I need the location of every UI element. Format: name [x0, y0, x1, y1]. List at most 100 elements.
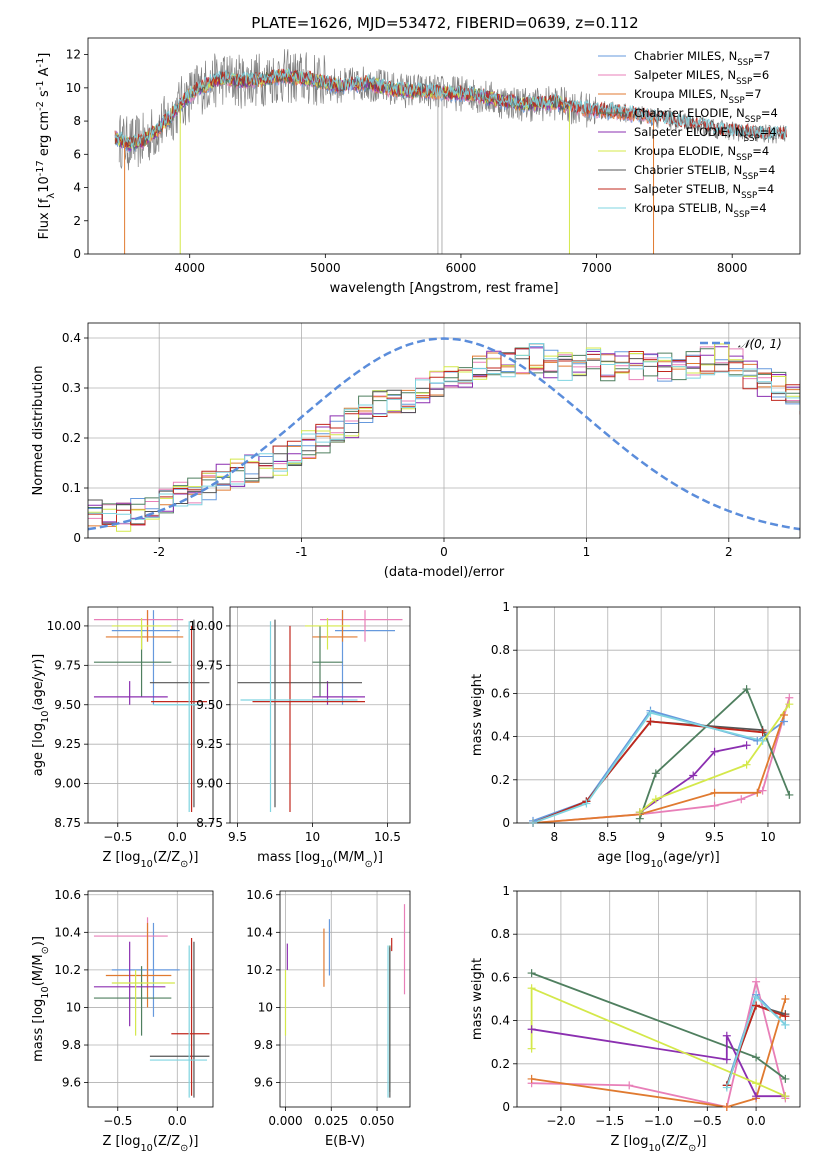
legend-label-sub: SSP [736, 77, 752, 87]
x-axis-label: (data-model)/error [384, 565, 505, 580]
legend-label: Kroupa ELODIE, NSSP=4 [634, 144, 769, 163]
y-tick-label: 9.8 [254, 1038, 273, 1052]
label-fragment: -17 [35, 160, 46, 176]
label-fragment: Z [log [103, 1134, 141, 1149]
legend-label: Kroupa MILES, NSSP=7 [634, 87, 762, 106]
label-fragment: age [log [31, 723, 46, 776]
legend-label: Salpeter STELIB, NSSP=4 [634, 182, 774, 201]
label-fragment: A [37, 67, 52, 80]
x-tick-label: -1 [296, 545, 308, 559]
label-fragment: 10 [140, 859, 152, 870]
label-fragment: Z [log [103, 850, 141, 865]
legend-label-text: Chabrier STELIB, N [634, 163, 742, 177]
chart-panel-mass_vs_EBV: 0.000 0.025 0.050 9.6 9.8 10 10.2 10.4 10.6 E(B-V… [246, 888, 411, 1149]
data-point-marker [785, 700, 794, 709]
y-tick-label: 1 [502, 884, 510, 898]
plot-area [88, 323, 800, 538]
y-tick-label: 0.2 [491, 1057, 510, 1071]
legend-label-text: Salpeter MILES, N [634, 68, 736, 82]
legend-label-sub: SSP [736, 153, 752, 163]
data-point-marker [781, 995, 790, 1003]
data-point-marker [635, 808, 644, 817]
y-tick-label: 10 [258, 1000, 273, 1014]
y-tick-label: 0.2 [491, 773, 510, 787]
legend-label-sub: SSP [737, 58, 753, 68]
legend-label-sub: SSP [744, 134, 760, 144]
y-tick-label: 8 [73, 114, 81, 128]
axes-frame [87, 606, 214, 824]
label-fragment: ⊙ [40, 946, 51, 954]
data-point-marker [758, 728, 767, 737]
y-tick-label: 0.6 [491, 686, 510, 700]
data-point-marker [689, 771, 698, 780]
plot-area [230, 607, 410, 823]
x-tick-label: 1 [583, 545, 591, 559]
x-tick-label: 7000 [581, 261, 612, 275]
x-tick-label: 10 [305, 830, 320, 844]
x-tick-label: 10 [760, 830, 775, 844]
label-fragment: (Z/Z [661, 1134, 688, 1149]
plot-area [88, 607, 213, 823]
legend-label-tail: =7 [753, 49, 770, 63]
x-tick-label: 0 [440, 545, 448, 559]
series-line [639, 703, 791, 813]
label-fragment: wavelength [Angstrom, rest frame] [330, 281, 559, 296]
y-tick-label: 9.00 [196, 777, 223, 791]
y-tick-label: 0.4 [491, 730, 510, 744]
label-fragment: 10 [650, 859, 662, 870]
label-fragment: 10 [140, 1143, 152, 1154]
legend-label-tail: =4 [760, 125, 777, 139]
y-tick-label: 8.75 [196, 816, 223, 830]
label-fragment: -2 [35, 101, 46, 111]
data-point-marker [710, 788, 719, 797]
label-fragment: ⊙ [688, 1143, 696, 1154]
plot-area [280, 891, 410, 1107]
legend-label-text: Chabrier MILES, N [634, 49, 737, 63]
x-tick-label: 0.000 [268, 1114, 302, 1128]
legend-label-tail: =6 [752, 68, 769, 82]
legend-label-tail: =7 [745, 87, 762, 101]
x-tick-label: 0.025 [314, 1114, 348, 1128]
data-point-marker [527, 1044, 536, 1053]
data-point-marker [752, 1092, 761, 1101]
y-tick-label: 0.8 [491, 643, 510, 657]
label-fragment: (data-model)/error [384, 565, 505, 580]
x-tick-label: 9.5 [228, 830, 247, 844]
label-fragment: 10 [320, 859, 332, 870]
label-fragment: mass weight [470, 674, 485, 756]
x-tick-label: −2.0 [546, 1114, 575, 1128]
y-axis-label: mass weight [470, 958, 485, 1040]
x-axis-label: age [log10(age/yr)] [597, 850, 720, 870]
data-point-marker [722, 1031, 731, 1040]
y-tick-label: 10.00 [189, 619, 223, 633]
series-line [532, 711, 763, 823]
legend-label-text: Kroupa ELODIE, N [634, 144, 736, 158]
data-point-marker [758, 736, 767, 745]
x-axis-label: wavelength [Angstrom, rest frame] [330, 281, 559, 296]
data-point-marker [527, 1025, 536, 1034]
label-fragment: )] [188, 1134, 198, 1149]
y-tick-label: 10 [66, 1000, 81, 1014]
x-tick-label: 8 [551, 830, 559, 844]
data-point-marker [752, 1079, 761, 1088]
legend-label-tail: =4 [761, 106, 778, 120]
legend-label-text: Kroupa MILES, N [634, 87, 729, 101]
histogram-step-line [88, 343, 800, 520]
series-line [531, 998, 787, 1107]
data-point-marker [742, 760, 751, 769]
y-tick-label: 0.1 [62, 481, 81, 495]
data-point-marker [527, 1074, 536, 1083]
axes-frame [516, 890, 801, 1108]
x-tick-label: −0.5 [103, 1114, 132, 1128]
data-point-marker [752, 1053, 761, 1062]
x-tick-label: 5000 [310, 261, 341, 275]
x-tick-label: 0.050 [360, 1114, 394, 1128]
label-fragment: 10 [40, 986, 51, 998]
model-spectrum-line [114, 68, 570, 149]
legend-label: Kroupa STELIB, NSSP=4 [634, 201, 767, 220]
y-tick-label: 10 [66, 81, 81, 95]
label-fragment: 10 [40, 711, 51, 723]
